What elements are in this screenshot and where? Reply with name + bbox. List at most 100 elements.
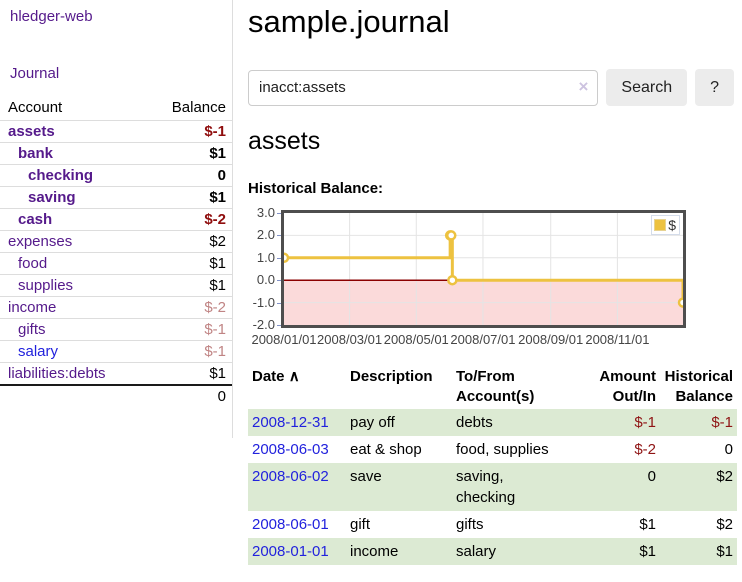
chart-canvas	[284, 213, 683, 325]
balance-column-header: Historical Balance	[664, 368, 733, 405]
account-row: food $1	[0, 252, 232, 275]
register-row: 2008-01-01 income salary $1 $1	[248, 538, 737, 565]
chart-x-axis-labels: 2008/01/01 2008/03/01 2008/05/01 2008/07/01…	[251, 332, 650, 347]
account-heading: assets	[248, 127, 321, 155]
search-form: × Search ?	[248, 69, 734, 106]
transaction-amount: $-1	[634, 414, 656, 431]
account-link-food[interactable]: food	[18, 255, 48, 272]
transaction-date-link[interactable]: 2008-01-01	[252, 543, 329, 560]
register-table: Date ∧ Description To/From Account(s) Am…	[248, 365, 737, 565]
chart-title: Historical Balance:	[248, 180, 384, 197]
transaction-date-link[interactable]: 2008-06-01	[252, 516, 329, 533]
chart-legend: $	[651, 215, 680, 235]
page-title: sample.journal	[248, 4, 450, 39]
account-balance: $1	[144, 362, 232, 385]
transaction-balance: 0	[724, 441, 733, 458]
legend-label: $	[668, 217, 676, 233]
account-row: bank $1	[0, 142, 232, 165]
account-balance: $-1	[144, 120, 232, 143]
accounts-total-value: 0	[144, 384, 232, 407]
transaction-amount: $-2	[634, 441, 656, 458]
accounts-header-row: Account Balance	[0, 96, 232, 121]
transaction-accounts: debts	[456, 414, 493, 431]
amount-column-header: Amount Out/In	[599, 368, 656, 405]
account-balance: 0	[144, 164, 232, 187]
accounts-total-row: 0	[0, 384, 232, 407]
account-balance: $-1	[144, 318, 232, 341]
account-link-liabilities-debts[interactable]: liabilities:debts	[8, 365, 106, 382]
sidebar-item-journal[interactable]: Journal	[10, 65, 60, 82]
account-row: liabilities:debts $1	[0, 362, 232, 385]
chart-y-axis-labels: 3.0 2.0 1.0 0.0 -1.0 -2.0	[252, 205, 275, 332]
account-link-checking[interactable]: checking	[28, 167, 94, 184]
transaction-amount: $1	[639, 543, 656, 560]
register-row: 2008-06-03 eat & shop food, supplies $-2…	[248, 436, 737, 463]
account-balance: $2	[144, 230, 232, 253]
transaction-balance: $2	[716, 516, 733, 533]
date-header-label: Date	[252, 368, 285, 385]
account-balance: $1	[144, 186, 232, 209]
accounts-balance-table: Account Balance assets $-1 bank $1 check…	[0, 96, 232, 407]
account-link-assets[interactable]: assets	[8, 123, 55, 140]
transaction-balance: $-1	[711, 414, 733, 431]
transaction-accounts: salary	[456, 543, 497, 560]
account-balance: $-1	[144, 340, 232, 363]
transaction-date-link[interactable]: 2008-06-02	[252, 468, 329, 485]
register-row: 2008-06-01 gift gifts $1 $2	[248, 511, 737, 538]
account-balance: $-2	[144, 208, 232, 231]
transaction-accounts: food, supplies	[456, 441, 549, 458]
transaction-amount: $1	[639, 516, 656, 533]
legend-swatch-icon	[654, 219, 667, 231]
chart-plot-area: $	[277, 210, 686, 328]
app-title-link[interactable]: hledger-web	[10, 8, 93, 25]
transaction-date-link[interactable]: 2008-12-31	[252, 414, 329, 431]
account-balance: $1	[144, 274, 232, 297]
balance-column-header: Balance	[171, 99, 226, 116]
account-link-gifts[interactable]: gifts	[18, 321, 46, 338]
account-row: assets $-1	[0, 120, 232, 143]
register-row: 2008-12-31 pay off debts $-1 $-1	[248, 409, 737, 436]
transaction-description: income	[350, 543, 399, 560]
transaction-date-link[interactable]: 2008-06-03	[252, 441, 329, 458]
account-link-bank[interactable]: bank	[18, 145, 54, 162]
account-link-saving[interactable]: saving	[28, 189, 76, 206]
account-balance: $1	[144, 252, 232, 275]
sidebar: hledger-web Journal Account Balance asse…	[0, 0, 233, 438]
transaction-accounts: gifts	[456, 516, 484, 533]
transaction-accounts: saving, checking	[456, 468, 516, 506]
account-balance: $-2	[144, 296, 232, 319]
account-column-header: Account	[8, 99, 63, 116]
account-link-expenses[interactable]: expenses	[8, 233, 73, 250]
transaction-balance: $1	[716, 543, 733, 560]
transaction-description: eat & shop	[350, 441, 422, 458]
main-content: sample.journal × Search ? assets Histori…	[234, 0, 742, 565]
accounts-column-header: To/From Account(s)	[456, 368, 535, 405]
account-row: cash $-2	[0, 208, 232, 231]
clear-search-icon[interactable]: ×	[578, 76, 589, 96]
description-column-header: Description	[350, 368, 433, 385]
account-balance: $1	[144, 142, 232, 165]
account-row: supplies $1	[0, 274, 232, 297]
transaction-amount: 0	[647, 468, 656, 485]
transaction-description: gift	[350, 516, 371, 533]
account-link-supplies[interactable]: supplies	[18, 277, 74, 294]
help-button[interactable]: ?	[695, 69, 734, 106]
account-link-salary[interactable]: salary	[18, 343, 59, 360]
register-row: 2008-06-02 save saving, checking 0 $2	[248, 463, 737, 511]
transaction-description: pay off	[350, 414, 395, 431]
account-row: gifts $-1	[0, 318, 232, 341]
sort-ascending-icon: ∧	[288, 368, 300, 385]
transaction-description: save	[350, 468, 382, 485]
account-row: expenses $2	[0, 230, 232, 253]
account-link-cash[interactable]: cash	[18, 211, 53, 228]
historical-balance-chart: 3.0 2.0 1.0 0.0 -1.0 -2.0 $ 2008/01/01 2008/03…	[248, 205, 734, 350]
register-header-row: Date ∧ Description To/From Account(s) Am…	[248, 365, 737, 409]
search-button[interactable]: Search	[606, 69, 688, 106]
date-column-header[interactable]: Date ∧	[248, 365, 346, 409]
account-row: checking 0	[0, 164, 232, 187]
transaction-balance: $2	[716, 468, 733, 485]
account-row: salary $-1	[0, 340, 232, 363]
account-row: saving $1	[0, 186, 232, 209]
account-link-income[interactable]: income	[8, 299, 57, 316]
search-input[interactable]	[248, 69, 599, 106]
